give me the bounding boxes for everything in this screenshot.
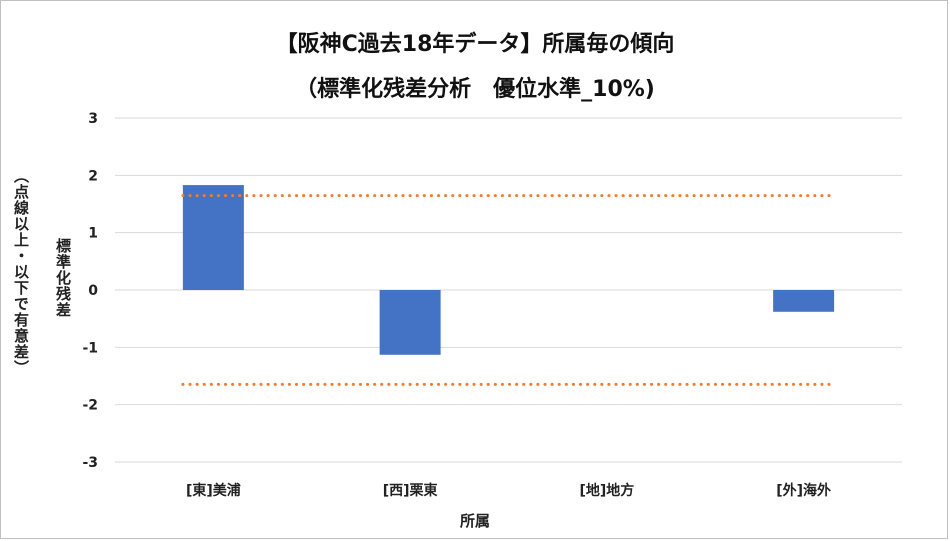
gridlines	[115, 117, 902, 463]
y-axis-label-line2: （点線以上・以下で有意差）	[12, 168, 30, 376]
y-tick-labels: 3 2 1 0 -1 -2 -3	[82, 111, 98, 471]
bar	[182, 185, 244, 290]
y-tick-label: -3	[82, 455, 98, 471]
x-axis-label: 所属	[459, 512, 490, 530]
x-tick-labels: [東]美浦 [西]栗東 [地]地方 [外]海外	[186, 482, 831, 499]
bar	[773, 290, 835, 312]
x-tick-label: [外]海外	[776, 482, 831, 499]
x-tick-label: [西]栗東	[383, 482, 438, 499]
bars	[182, 185, 835, 355]
y-axis-label-line1: 標準化残差	[54, 238, 72, 318]
chart-title: 【阪神C過去18年データ】所属毎の傾向	[275, 32, 675, 57]
chart-subtitle: （標準化残差分析 優位水準_10%)	[295, 77, 655, 102]
y-tick-label: 0	[88, 283, 98, 299]
y-tick-label: -1	[82, 340, 98, 356]
y-tick-label: 2	[88, 168, 98, 184]
bar	[379, 290, 441, 355]
x-tick-label: [東]美浦	[186, 482, 241, 499]
y-tick-label: -2	[82, 398, 98, 414]
x-tick-label: [地]地方	[579, 482, 634, 499]
y-tick-label: 3	[88, 111, 98, 127]
y-tick-label: 1	[88, 226, 98, 242]
threshold-lines	[181, 194, 836, 386]
